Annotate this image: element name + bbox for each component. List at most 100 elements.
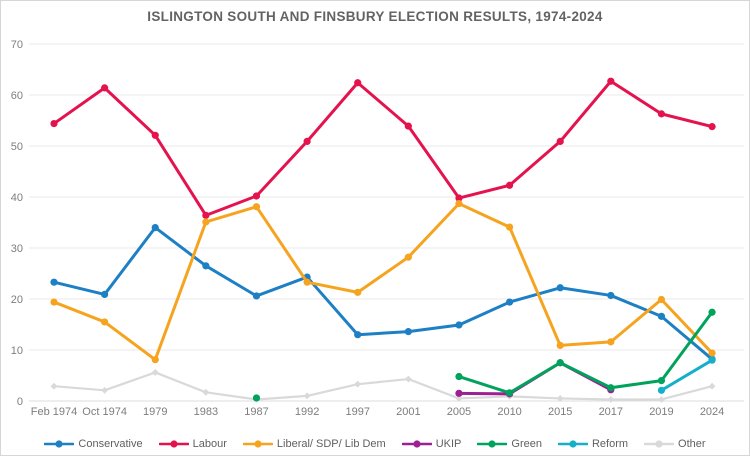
data-point xyxy=(151,369,159,376)
data-point xyxy=(252,394,261,402)
series-line-liberal-sdp-lib-dem xyxy=(52,202,714,362)
y-axis-tick-label: 50 xyxy=(11,141,23,153)
data-point xyxy=(101,386,109,394)
data-point xyxy=(404,375,412,383)
legend: Conservative Labour Liberal/ SDP/ Lib Dem U… xyxy=(1,438,749,450)
y-axis-tick-label: 70 xyxy=(11,39,23,51)
legend-item-other[interactable]: Other xyxy=(644,438,706,450)
data-point xyxy=(404,328,412,336)
x-axis-label: 1979 xyxy=(143,406,167,418)
legend-item-ukip[interactable]: UKIP xyxy=(401,438,462,450)
data-point xyxy=(607,77,615,85)
legend-item-green[interactable]: Green xyxy=(477,438,542,450)
chart-title: ISLINGTON SOUTH AND FINSBURY ELECTION RE… xyxy=(147,9,603,24)
data-point xyxy=(708,382,716,390)
data-point xyxy=(303,392,311,400)
data-point xyxy=(303,278,311,286)
series-labour xyxy=(50,77,716,219)
data-point xyxy=(708,356,716,364)
data-point xyxy=(708,123,716,131)
y-axis-tick-label: 60 xyxy=(11,90,23,102)
data-point xyxy=(354,380,362,388)
data-point xyxy=(354,331,362,339)
data-point xyxy=(505,181,514,189)
data-point xyxy=(556,395,564,402)
series-liberal-sdp-lib-dem xyxy=(50,200,716,364)
data-point xyxy=(202,211,210,219)
data-point xyxy=(556,359,564,367)
legend-item-liberal-sdp-lib-dem[interactable]: Liberal/ SDP/ Lib Dem xyxy=(242,438,386,450)
legend-label: UKIP xyxy=(435,438,462,450)
data-point xyxy=(151,356,159,364)
legend-label: Conservative xyxy=(78,438,143,450)
x-axis-label: 2019 xyxy=(649,406,673,418)
legend-label: Green xyxy=(511,438,542,450)
x-axis-label: Feb 1974 xyxy=(31,406,77,418)
legend-item-labour[interactable]: Labour xyxy=(158,438,227,450)
data-point xyxy=(607,396,615,403)
series-green xyxy=(252,308,716,402)
legend-label: Labour xyxy=(192,438,227,450)
y-axis-tick-label: 10 xyxy=(11,345,23,357)
legend-label: Liberal/ SDP/ Lib Dem xyxy=(276,438,386,450)
data-point xyxy=(658,396,665,403)
data-point xyxy=(708,349,716,357)
data-point xyxy=(455,372,463,381)
legend-marker-icon xyxy=(644,440,675,448)
x-axis-label: 2024 xyxy=(700,406,724,418)
legend-marker-icon xyxy=(158,440,189,448)
legend-marker-icon xyxy=(44,440,75,448)
legend-label: Reform xyxy=(591,438,629,450)
data-point xyxy=(657,110,666,118)
data-point xyxy=(252,192,261,200)
data-point xyxy=(202,218,210,226)
data-point xyxy=(708,308,716,316)
x-axis-label: 1992 xyxy=(295,406,319,418)
data-point xyxy=(455,395,463,402)
data-point xyxy=(556,341,564,350)
legend-item-conservative[interactable]: Conservative xyxy=(44,438,143,450)
data-point xyxy=(657,377,666,385)
series-conservative xyxy=(50,224,716,363)
x-axis-label: 2015 xyxy=(548,406,572,418)
data-point xyxy=(607,291,615,300)
series-reform xyxy=(657,356,716,394)
data-point xyxy=(404,253,412,261)
y-axis-tick-label: 30 xyxy=(11,243,23,255)
data-point xyxy=(657,295,666,304)
legend-marker-icon xyxy=(557,440,588,448)
data-point xyxy=(505,223,514,231)
data-point xyxy=(303,137,311,146)
x-axis-label: 2005 xyxy=(447,406,471,418)
data-point xyxy=(50,119,58,128)
data-point xyxy=(455,194,463,202)
series-line-other xyxy=(52,371,714,401)
data-point xyxy=(607,338,615,346)
legend-item-reform[interactable]: Reform xyxy=(557,438,629,450)
data-point xyxy=(50,278,58,286)
data-point xyxy=(505,298,514,306)
data-point xyxy=(455,200,463,208)
data-point xyxy=(101,318,109,326)
data-point xyxy=(607,384,615,392)
data-point xyxy=(505,389,514,397)
legend-marker-icon xyxy=(242,440,273,448)
data-point xyxy=(101,84,109,92)
data-point xyxy=(252,203,261,211)
legend-marker-icon xyxy=(477,440,508,448)
data-point xyxy=(151,131,159,139)
data-point xyxy=(657,386,666,394)
x-axis-label: Oct 1974 xyxy=(82,406,127,418)
data-point xyxy=(404,122,412,130)
data-point xyxy=(202,388,210,396)
chart-plot-area: 0 10 20 30 40 50 60 70 Feb 1974 Oct 1974 1979 1983 1… xyxy=(11,39,744,418)
data-point xyxy=(556,137,564,146)
data-point xyxy=(151,224,159,232)
data-point xyxy=(354,79,362,87)
data-point xyxy=(455,389,463,397)
data-point xyxy=(202,262,210,270)
data-point xyxy=(556,284,564,292)
data-point xyxy=(101,290,109,299)
data-point xyxy=(657,312,666,320)
